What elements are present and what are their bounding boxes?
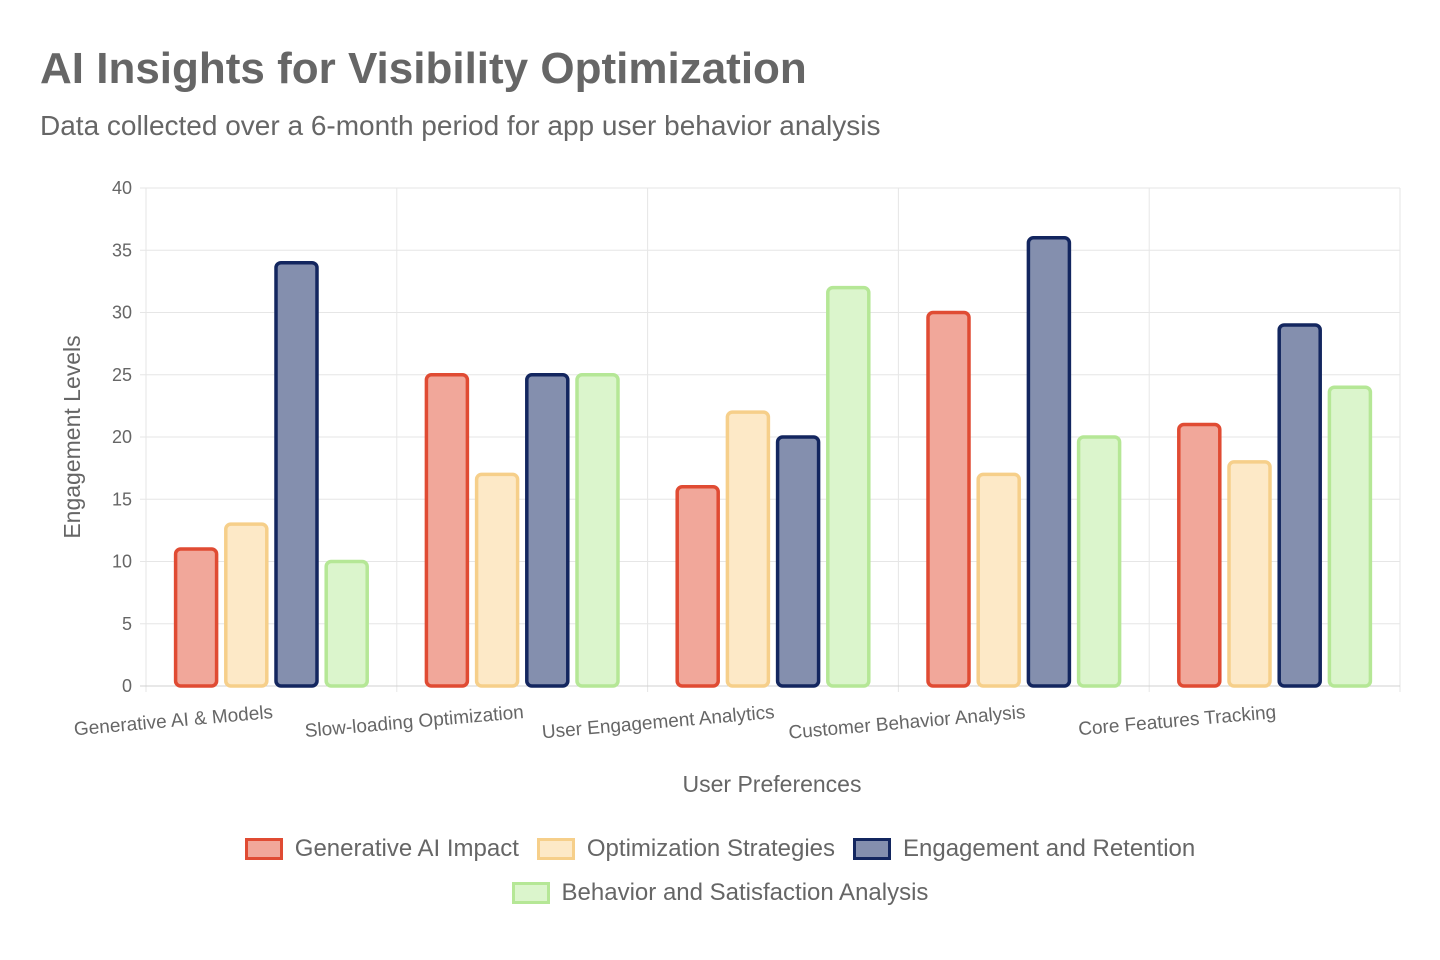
bar-engagement-and-retention-4[interactable] — [1026, 236, 1072, 688]
bar-engagement-and-retention-2[interactable] — [525, 373, 570, 688]
legend-swatch — [853, 838, 891, 860]
legend-swatch — [244, 838, 283, 860]
legend-label: Behavior and Satisfaction Analysis — [561, 879, 929, 906]
bar-behavior-and-satisfaction-analysis-5[interactable] — [1327, 385, 1373, 688]
bar-behavior-and-satisfaction-analysis-1[interactable] — [324, 559, 369, 688]
y-tick-label: 10 — [112, 552, 132, 572]
bar-optimization-strategies-2[interactable] — [474, 472, 520, 688]
y-tick-label: 5 — [122, 614, 132, 634]
y-tick-label: 40 — [112, 178, 132, 198]
x-tick-label: Customer Behavior Analysis — [788, 702, 1027, 744]
x-tick-label: User Engagement Analytics — [541, 702, 775, 743]
bar-behavior-and-satisfaction-analysis-4[interactable] — [1076, 435, 1122, 688]
bar-optimization-strategies-1[interactable] — [224, 522, 269, 688]
bar-chart: 0 5 10 15 20 25 30 35 40 Generative AI & Models S… — [59, 178, 1401, 797]
y-axis-title: Engagement Levels — [59, 335, 85, 538]
y-tick-label: 30 — [112, 303, 132, 323]
x-tick-label: Core Features Tracking — [1077, 702, 1277, 740]
legend-swatch — [536, 838, 575, 860]
y-tick-label: 0 — [122, 676, 132, 696]
y-axis-ticks: 0 5 10 15 20 25 30 35 40 — [112, 178, 132, 696]
y-tick-label: 25 — [112, 365, 132, 385]
y-tick-label: 20 — [112, 427, 132, 447]
legend-label: Generative AI Impact — [294, 835, 519, 862]
chart-title: AI Insights for Visibility Optimization — [40, 44, 807, 93]
x-axis-ticks: Generative AI & Models Slow-loading Optim… — [73, 702, 1277, 744]
legend-item[interactable]: Generative AI Impact — [244, 832, 519, 866]
x-tick-label: Slow-loading Optimization — [304, 702, 525, 742]
bar-generative-ai-impact-1[interactable] — [173, 547, 219, 688]
legend-item[interactable]: Behavior and Satisfaction Analysis — [511, 876, 929, 910]
bar-behavior-and-satisfaction-analysis-2[interactable] — [575, 373, 620, 688]
legend-item[interactable]: Optimization Strategies — [536, 832, 835, 866]
bar-optimization-strategies-5[interactable] — [1227, 460, 1272, 688]
legend-swatch — [511, 882, 550, 904]
y-tick-label: 35 — [112, 240, 132, 260]
legend-label: Engagement and Retention — [903, 835, 1196, 862]
legend-label: Optimization Strategies — [586, 835, 835, 862]
x-axis-title: User Preferences — [683, 771, 862, 797]
bar-generative-ai-impact-4[interactable] — [926, 310, 971, 688]
chart-subtitle: Data collected over a 6-month period for… — [40, 110, 881, 141]
bar-behavior-and-satisfaction-analysis-3[interactable] — [826, 285, 871, 688]
x-tick-label: Generative AI & Models — [73, 702, 274, 740]
bars — [173, 236, 1373, 688]
bar-generative-ai-impact-2[interactable] — [424, 373, 470, 688]
legend-item[interactable]: Engagement and Retention — [853, 832, 1195, 866]
bar-engagement-and-retention-3[interactable] — [775, 435, 821, 688]
bar-generative-ai-impact-5[interactable] — [1177, 422, 1222, 688]
bar-optimization-strategies-3[interactable] — [725, 410, 771, 688]
bar-optimization-strategies-4[interactable] — [976, 472, 1021, 688]
y-tick-label: 15 — [112, 489, 132, 509]
chart-legend: Generative AI Impact Optimization Strateg… — [0, 832, 1440, 910]
bar-engagement-and-retention-1[interactable] — [274, 260, 319, 688]
bar-engagement-and-retention-5[interactable] — [1277, 323, 1322, 688]
bar-generative-ai-impact-3[interactable] — [675, 485, 720, 688]
